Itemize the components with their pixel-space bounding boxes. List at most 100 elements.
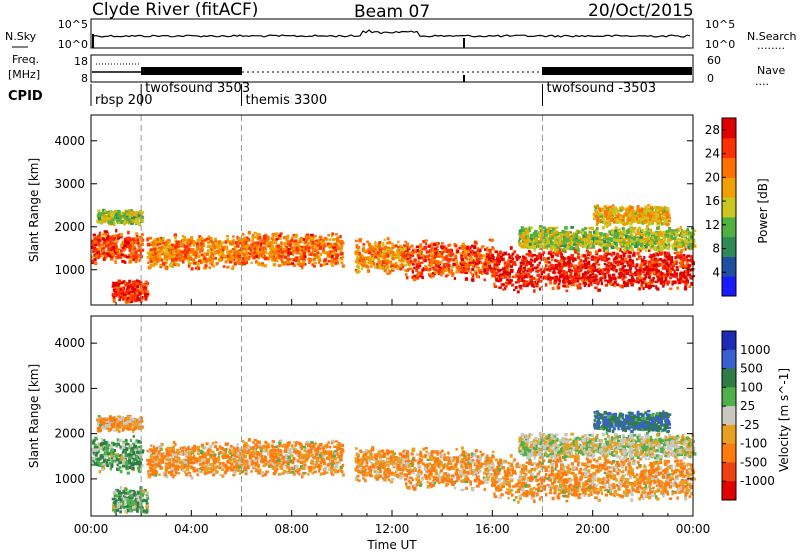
data-point [631,262,635,265]
data-point [564,226,568,230]
data-point [544,242,548,246]
data-point [224,246,229,251]
data-point [146,293,150,296]
data-point [619,248,622,252]
data-point [447,251,452,254]
data-point [475,257,479,261]
data-point [641,270,645,274]
data-point [148,258,153,261]
data-point [133,287,137,291]
data-point [529,279,533,283]
data-point [200,242,203,246]
data-point [264,264,267,268]
data-point [552,230,557,233]
data-point [287,247,291,252]
data-point [368,244,371,247]
data-point [567,280,571,283]
data-point [253,250,257,254]
data-point [650,217,655,221]
data-point [522,284,525,287]
data-point [124,284,128,287]
data-point [321,241,325,245]
data-point [570,234,574,238]
data-point [139,252,142,256]
data-point [374,241,377,245]
data-point [165,255,169,259]
data-point [386,267,390,270]
data-point [104,257,107,261]
data-point [200,240,204,244]
data-point [674,244,678,248]
data-point [458,265,461,268]
data-point [132,252,135,256]
data-point [428,267,432,271]
data-point [476,266,480,269]
data-point [364,259,367,264]
data-point [530,283,535,287]
data-point [547,226,551,231]
data-point [202,255,205,258]
data-point [401,256,404,260]
data-point [115,284,120,287]
data-point [646,231,650,235]
data-point [97,213,100,218]
data-point [659,210,663,213]
data-point [615,240,619,244]
data-point [275,232,279,236]
data-point [551,244,555,247]
data-point [578,265,582,269]
data-point [397,256,401,259]
data-point [212,248,216,251]
data-point [448,264,451,267]
data-point [655,285,658,289]
data-point [363,249,367,253]
data-point [248,247,251,250]
noise-sky-trace [92,29,691,38]
data-point [294,239,298,243]
data-point [549,239,553,243]
data-point [160,259,164,262]
data-point [128,238,132,242]
data-point [126,296,130,300]
data-point [237,254,241,258]
data-point [164,243,168,247]
data-point [479,254,483,258]
data-point [536,255,540,258]
data-point [684,282,688,286]
data-point [409,254,413,257]
data-point [623,283,627,288]
data-point [688,273,692,276]
data-point [551,286,555,291]
data-point [483,254,487,258]
data-point [128,260,132,264]
data-point [498,286,502,289]
data-point [654,268,658,272]
data-point [105,232,110,236]
data-point [292,263,296,268]
data-point [156,259,160,263]
data-point [312,265,316,268]
data-point [211,259,215,263]
data-point [688,235,692,239]
data-point [632,273,636,276]
data-point [625,231,629,235]
data-point [160,245,164,249]
data-point [119,296,122,299]
data-point [138,222,142,227]
data-point [560,255,565,260]
data-point [233,262,237,266]
data-point [119,233,124,237]
data-point [527,273,531,276]
data-point [661,240,666,243]
noise-panel: N.Sky 10^5 10^0 10^5 10^0 N.Search .....… [5,18,797,52]
data-point [581,265,584,269]
data-point [667,280,671,284]
data-point [513,250,517,254]
data-point [605,225,609,228]
cpid-label-2: themis 3300 [246,93,328,108]
data-point [164,261,168,264]
data-point [581,228,585,232]
data-point [481,245,485,248]
data-point [576,256,581,260]
data-point [214,240,218,243]
